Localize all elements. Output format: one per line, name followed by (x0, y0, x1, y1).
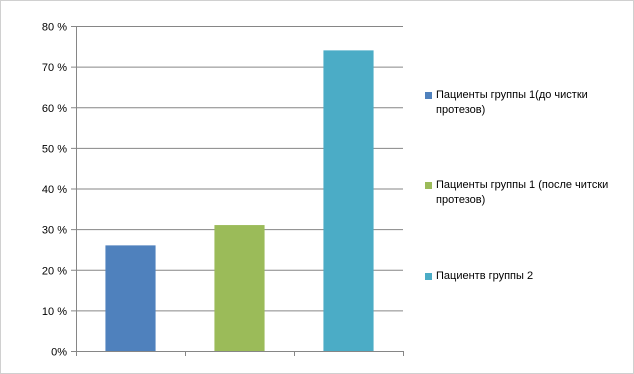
y-tick-label: 10 % (42, 306, 67, 318)
y-tick-labels: 0% 10 % 20 % 30 % 40 % 50 % 60 % 70 % 80 % (42, 22, 67, 359)
bar-1 (105, 245, 156, 351)
y-tick-label: 70 % (42, 62, 67, 74)
y-tick-label: 60 % (42, 103, 67, 115)
y-tick-label: 50 % (42, 143, 67, 155)
legend-item-group1-after: Пациенты группы 1 (после читски протезов… (425, 178, 630, 208)
bar-2 (214, 225, 265, 351)
bar-3 (323, 50, 374, 351)
legend-item-group2: Пациентв группы 2 (425, 269, 630, 284)
legend-item-group1-before: Пациенты группы 1(до чистки протезов) (425, 88, 630, 118)
legend-label: Пациентв группы 2 (436, 270, 534, 282)
y-tick-label: 80 % (42, 22, 67, 34)
y-tick-label: 0% (51, 347, 67, 359)
legend-label: Пациенты группы 1(до чистки протезов) (436, 89, 588, 116)
axes (71, 26, 404, 356)
bars (105, 50, 374, 351)
y-tick-label: 40 % (42, 184, 67, 196)
y-tick-label: 20 % (42, 265, 67, 277)
y-tick-label: 30 % (42, 225, 67, 237)
legend-swatch (425, 182, 432, 189)
legend-label: Пациенты группы 1 (после читски протезов… (436, 179, 609, 206)
legend-swatch (425, 92, 432, 99)
legend-swatch (425, 273, 432, 280)
